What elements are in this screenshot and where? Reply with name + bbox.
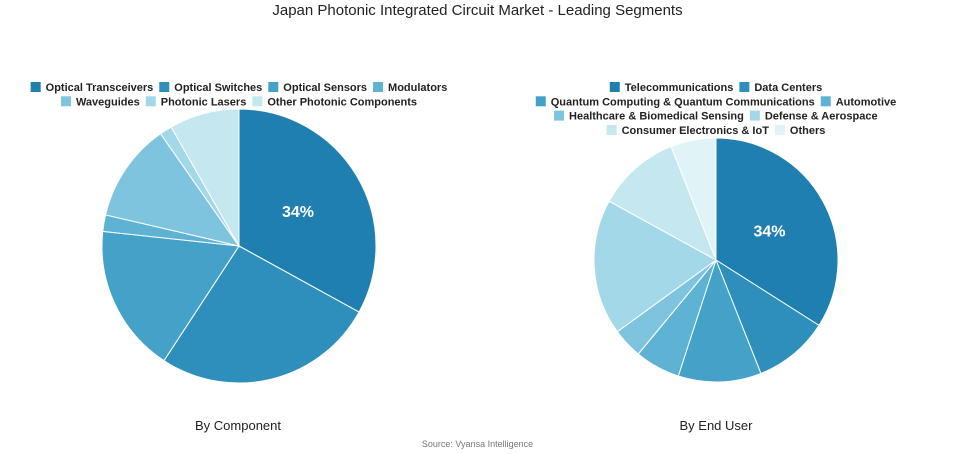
legend-swatch-others [774,124,785,135]
legend-label-other-photonic-components: Other Photonic Components [267,96,417,108]
legend-swatch-data-centers [739,82,750,92]
pie-data-label: 34% [753,224,785,241]
pie-slice-data-centers [714,258,820,375]
legend-swatch-automotive [820,96,831,107]
legend-swatch-photonic-lasers [145,96,156,107]
legend-swatch-optical-transceivers [30,82,41,92]
legend-swatch-quantum-computing-quantum-communications [535,96,546,107]
caption-component: By Component [195,418,281,433]
pie-slice-waveguides [104,133,241,247]
legend-label-data-centers: Data Centers [754,82,822,94]
pie-slice-consumer-electronics-iot [608,145,717,262]
legend-swatch-waveguides [60,96,71,107]
legend-label-optical-sensors: Optical Sensors [283,82,367,94]
legend-label-healthcare-biomedical-sensing: Healthcare & Biomedical Sensing [569,111,744,123]
legend-label-consumer-electronics-iot: Consumer Electronics & IoT [622,125,770,137]
pie-chart-by-component: Optical Transceivers Optical Switches Opti… [30,82,447,384]
legend-label-telecommunications: Telecommunications [625,82,734,94]
legend-label-optical-switches: Optical Switches [174,82,262,94]
legend-swatch-optical-sensors [268,82,279,92]
pie-slice-optical-sensors [101,230,240,362]
legend-swatch-healthcare-biomedical-sensing [554,110,565,121]
legend-label-optical-transceivers: Optical Transceivers [46,82,154,94]
legend-swatch-defense-aerospace [749,110,760,121]
legend-label-modulators: Modulators [388,82,447,94]
pie-slice-quantum-computing-quantum-communications [677,258,762,383]
chart-title: Japan Photonic Integrated Circuit Market… [272,2,683,19]
pie-slice-others [670,137,717,261]
legend-swatch-other-photonic-components [252,96,263,107]
legend-swatch-modulators [373,82,384,92]
pie-slice-telecommunications [715,137,839,327]
legend-label-quantum-computing-quantum-communications: Quantum Computing & Quantum Communicatio… [551,96,815,108]
legend-label-photonic-lasers: Photonic Lasers [161,96,247,108]
pie-chart-by-end-user: Telecommunications Data Centers Quantum Co… [535,82,897,383]
legend-swatch-consumer-electronics-iot [606,124,617,135]
pie-slice-optical-transceivers [238,108,377,313]
caption-end-user: By End User [679,418,753,433]
legend-label-automotive: Automotive [836,96,897,108]
legend-swatch-telecommunications [609,82,620,92]
pie-slice-optical-switches [163,245,360,384]
pie-slice-other-photonic-components [170,108,240,248]
legend-label-others: Others [790,125,825,137]
legend-label-waveguides: Waveguides [76,96,140,108]
legend-swatch-optical-switches [159,82,170,92]
pie-slice-defense-aerospace [593,200,717,333]
legend-label-defense-aerospace: Defense & Aerospace [765,111,878,123]
pie-data-label: 34% [282,204,314,221]
source-note: Source: Vyansa Intelligence [421,439,534,449]
